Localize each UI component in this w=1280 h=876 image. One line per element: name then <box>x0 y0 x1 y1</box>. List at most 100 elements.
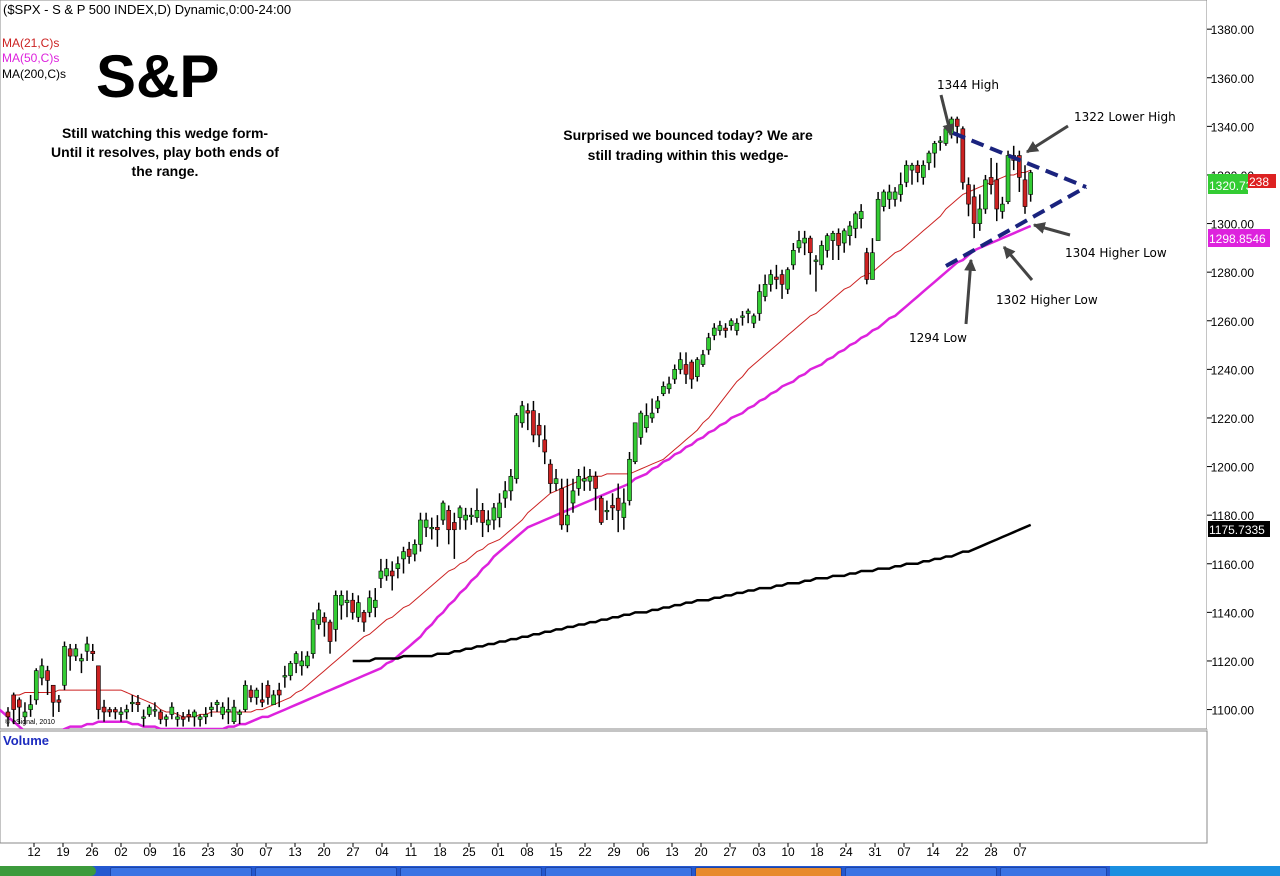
candle <box>904 160 909 188</box>
candle-body <box>491 507 497 521</box>
candle <box>243 680 248 712</box>
ma50-value: 1298.8546 <box>1209 232 1266 246</box>
candle-body <box>163 716 169 720</box>
candle-body <box>943 128 949 144</box>
candle <box>412 539 418 562</box>
label-1322-lower-high: 1322 Lower High <box>1074 110 1176 124</box>
candle <box>186 709 192 722</box>
candle <box>231 699 237 725</box>
candle-body <box>593 475 598 489</box>
candle <box>898 172 904 202</box>
last-price-tag <box>1208 174 1248 194</box>
wedge-upper-line <box>952 131 1087 189</box>
candle <box>237 709 242 725</box>
taskbar-item[interactable] <box>110 867 252 876</box>
y-axis: 1100.00 1120.00 1140.00 1160.00 1180.00 1200.… <box>1207 0 1280 729</box>
candle-body <box>542 439 548 453</box>
candle-body <box>67 648 73 657</box>
candle <box>553 468 559 491</box>
candle <box>706 332 711 355</box>
candle-body <box>915 164 920 173</box>
candle-body <box>706 337 711 351</box>
candle-body <box>791 249 796 266</box>
candle <box>881 189 887 212</box>
candle <box>22 702 28 725</box>
candle <box>892 187 898 207</box>
candle-body <box>909 164 915 171</box>
candle-body <box>90 650 96 654</box>
start-button[interactable] <box>0 866 96 876</box>
candle <box>203 707 209 725</box>
candle-body <box>819 245 824 266</box>
taskbar-item[interactable] <box>845 867 997 876</box>
candle-body <box>440 502 446 521</box>
candle <box>305 651 310 669</box>
arrow-1294-low <box>964 258 977 325</box>
candle <box>107 707 112 717</box>
candle-body <box>649 412 655 419</box>
x-tick-label: 07 <box>259 845 273 859</box>
x-tick-label: 20 <box>694 845 708 859</box>
candle <box>282 665 288 688</box>
candle <box>915 160 920 183</box>
candle <box>791 243 796 270</box>
mid-note-line-1: Surprised we bounced today? We are <box>563 127 813 143</box>
candle-body <box>361 612 367 623</box>
candle-body <box>293 653 299 664</box>
taskbar-item[interactable] <box>1000 867 1107 876</box>
candle-body <box>898 184 904 195</box>
candle <box>214 699 220 712</box>
candle-body <box>762 284 768 297</box>
candle-body <box>627 458 632 501</box>
candle <box>429 517 435 540</box>
candle-body <box>418 519 423 545</box>
ma50-line <box>0 224 1032 729</box>
candle <box>683 352 689 384</box>
y-tick-label: 1100.00 <box>1212 704 1255 718</box>
candle-body <box>1028 172 1033 195</box>
candle-body <box>355 602 361 618</box>
candle <box>819 240 824 270</box>
y-tick-label: 1160.00 <box>1212 558 1255 572</box>
candle <box>751 313 757 329</box>
candle-body <box>435 527 440 531</box>
candle <box>740 311 745 326</box>
candle-body <box>271 694 276 705</box>
candle-body <box>774 276 779 280</box>
taskbar-item[interactable] <box>255 867 397 876</box>
taskbar-item-active[interactable] <box>695 867 842 876</box>
taskbar-item[interactable] <box>400 867 542 876</box>
candle <box>649 398 655 423</box>
candle <box>734 318 740 336</box>
taskbar-item[interactable] <box>545 867 692 876</box>
candle-body <box>587 475 593 482</box>
candle <box>452 512 457 559</box>
candle <box>435 515 440 547</box>
candle <box>853 211 858 239</box>
candle-body <box>299 660 305 667</box>
ma50-legend: MA(50,C)s <box>2 51 59 65</box>
candle <box>67 643 73 671</box>
candle-body <box>84 643 90 652</box>
candle <box>130 694 135 712</box>
candle-body <box>186 714 192 718</box>
candle-body <box>745 310 751 314</box>
candle <box>581 466 587 491</box>
candle-body <box>954 118 960 127</box>
candle-body <box>158 711 163 720</box>
candle-body <box>796 240 802 249</box>
candle <box>11 692 16 725</box>
y-tick-label: 1340.00 <box>1211 120 1255 134</box>
candle-body <box>327 621 333 642</box>
candle-body <box>926 152 932 164</box>
candle-body <box>497 502 502 518</box>
candle <box>384 558 389 581</box>
y-tick-label: 1200.00 <box>1211 461 1255 475</box>
candle-body <box>807 237 813 254</box>
candle <box>192 709 197 727</box>
wedge-pattern <box>945 131 1087 268</box>
candle-body <box>333 595 339 630</box>
y-tick-label: 1300.00 <box>1211 218 1255 232</box>
candle <box>1005 150 1011 205</box>
ma200-tag <box>1208 521 1270 537</box>
